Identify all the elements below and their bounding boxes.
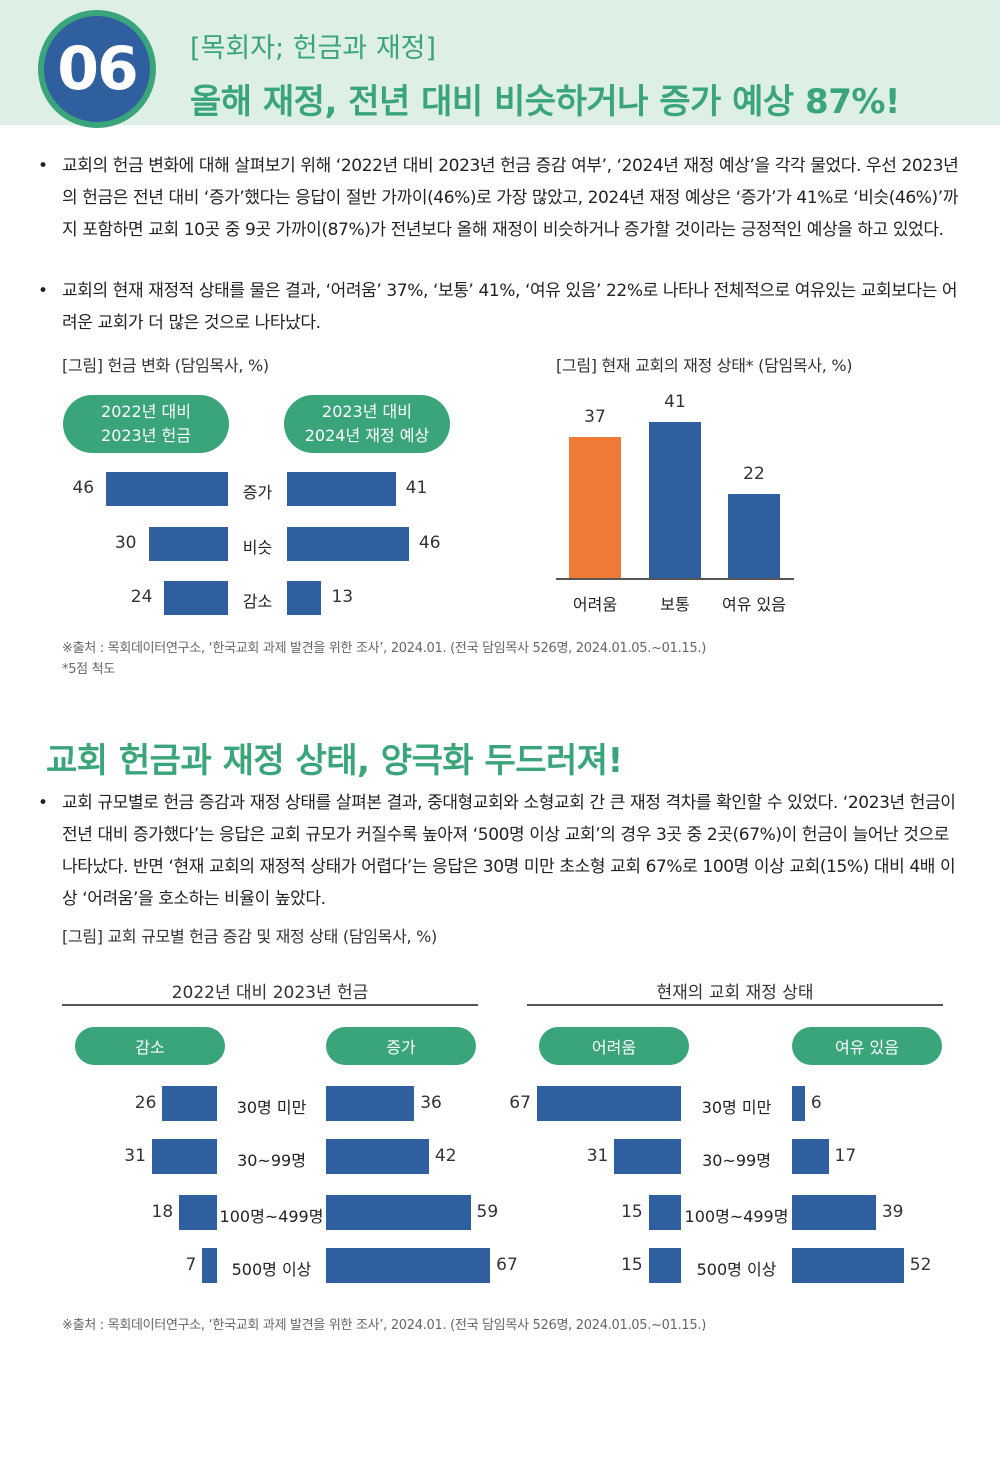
chart2-value: 22 (743, 464, 765, 485)
chart3-category-label: 30명 미만 (236, 1098, 307, 1117)
bullet-dot: • (38, 281, 49, 301)
paragraph-3: 교회 규모별로 헌금 증감과 재정 상태를 살펴본 결과, 중대형교회와 소형교… (62, 793, 956, 909)
chart1-legend-left-label: 2022년 대비 2023년 헌금 (101, 402, 191, 445)
scale-note: *5점 척도 (62, 662, 115, 677)
chart2-category-label: 여유 있음 (722, 595, 786, 614)
chart3-value-right: 59 (476, 1202, 499, 1222)
chart1-title: [그림] 헌금 변화 (담임목사, %) (62, 356, 269, 375)
chart3-legend-difficult: 어려움 (539, 1027, 689, 1065)
chart3-value-left: 26 (134, 1093, 157, 1113)
chart3-bar-left (202, 1248, 217, 1283)
chart3-category-label: 30~99명 (702, 1151, 771, 1170)
header-band (0, 0, 1000, 125)
chart1-value-right: 46 (418, 533, 441, 553)
legend-increase-label: 증가 (386, 1038, 416, 1057)
chart3-category-label: 500명 이상 (696, 1260, 777, 1279)
chart3-value-left: 15 (621, 1202, 643, 1222)
chart3-category-label: 30~99명 (237, 1151, 306, 1170)
chart1-value-left: 24 (130, 587, 153, 607)
chart3-value-right: 39 (881, 1202, 904, 1222)
chart3-value-right: 52 (909, 1255, 932, 1275)
chart3-value-left: 67 (509, 1093, 531, 1113)
chart1-bar-right (287, 527, 409, 561)
chart1-value-right: 13 (331, 587, 354, 607)
legend-surplus-label: 여유 있음 (835, 1038, 899, 1057)
paragraph-2: 교회의 현재 재정적 상태를 물은 결과, ‘어려움’ 37%, ‘보통’ 41… (62, 281, 958, 333)
chart3-legend-increase: 증가 (326, 1027, 476, 1065)
chart3-bar-right (326, 1139, 429, 1174)
chart3-title: [그림] 교회 규모별 헌금 증감 및 재정 상태 (담임목사, %) (62, 927, 437, 946)
chart2-value: 41 (664, 392, 686, 413)
chart3-bar-right (792, 1086, 805, 1121)
chart2-value: 37 (584, 407, 606, 428)
chart1-bar-left (106, 472, 228, 506)
chart2-category-label: 보통 (660, 595, 690, 614)
chart2-bar (728, 494, 780, 578)
chart2-bar (569, 437, 621, 578)
chart3-bar-right (792, 1139, 829, 1174)
legend-difficult-label: 어려움 (591, 1038, 637, 1057)
chart1-legend-left: 2022년 대비 2023년 헌금 (63, 395, 229, 453)
chart3-bar-right (792, 1195, 876, 1230)
section-number-badge (38, 10, 156, 128)
chart3-legend-decrease: 감소 (75, 1027, 225, 1065)
chart1-legend-right: 2023년 대비 2024년 재정 예상 (284, 395, 450, 453)
chart3-value-left: 18 (151, 1202, 174, 1222)
chart3-bar-right (792, 1248, 904, 1283)
chart3-bar-left (179, 1195, 217, 1230)
chart1-bar-left (164, 581, 228, 615)
chart1-bar-right (287, 581, 322, 615)
chart3-category-label: 500명 이상 (231, 1260, 312, 1279)
chart3-value-left: 31 (586, 1146, 609, 1166)
source-note-1: ※출처 : 목회데이터연구소, ‘한국교회 과제 발견을 위한 조사’, 202… (62, 641, 706, 656)
chart1-value-right: 41 (405, 478, 428, 498)
chart1-legend-right-label: 2023년 대비 2024년 재정 예상 (304, 402, 430, 445)
chart3-block2-rule (527, 1004, 943, 1006)
chart3-bar-left (151, 1139, 217, 1174)
chart3-block1-title: 2022년 대비 2023년 헌금 (171, 983, 369, 1003)
chart3-bar-left (614, 1139, 681, 1174)
chart3-block1-rule (62, 1004, 478, 1006)
source-note-2: ※출처 : 목회데이터연구소, ‘한국교회 과제 발견을 위한 조사’, 202… (62, 1318, 706, 1333)
chart3-bar-right (326, 1086, 415, 1121)
chart3-value-right: 17 (834, 1146, 857, 1166)
chart1-bar-left (148, 527, 228, 561)
chart3-bar-left (162, 1086, 217, 1121)
header-subtitle: [목회자; 헌금과 재정] (190, 33, 437, 64)
chart3-legend-surplus: 여유 있음 (792, 1027, 942, 1065)
chart1-category-label: 비슷 (242, 538, 273, 557)
bullet-dot: • (38, 793, 49, 813)
chart3-value-left: 7 (185, 1255, 197, 1275)
chart3-category-label: 100명~499명 (219, 1207, 324, 1226)
chart1-value-left: 46 (72, 478, 95, 498)
chart2-category-label: 어려움 (572, 595, 618, 614)
section-number: 06 (57, 34, 139, 104)
chart2-title: [그림] 현재 교회의 재정 상태* (담임목사, %) (556, 356, 853, 375)
chart1-category-label: 감소 (242, 592, 273, 611)
bullet-dot: • (38, 156, 49, 176)
chart3-category-label: 30명 미만 (701, 1098, 772, 1117)
legend-decrease-label: 감소 (135, 1038, 165, 1057)
paragraph-1: 교회의 헌금 변화에 대해 살펴보기 위해 ‘2022년 대비 2023년 헌금… (62, 156, 959, 240)
section2-title: 교회 헌금과 재정 상태, 양극화 두드러져! (46, 741, 623, 781)
chart3-value-left: 31 (124, 1146, 146, 1166)
chart3-bar-left (648, 1195, 681, 1230)
chart3-bar-right (326, 1195, 471, 1230)
chart3-bar-right (326, 1248, 491, 1283)
chart3-bar-left (536, 1086, 681, 1121)
chart3-value-right: 42 (434, 1146, 457, 1166)
chart1-category-label: 증가 (242, 483, 273, 502)
chart1-bar-right (287, 472, 396, 506)
chart3-value-left: 15 (621, 1255, 643, 1275)
header-title: 올해 재정, 전년 대비 비슷하거나 증가 예상 87%! (190, 82, 900, 122)
chart2-baseline (556, 578, 794, 580)
chart3-value-right: 6 (810, 1093, 822, 1113)
chart3-block2-title: 현재의 교회 재정 상태 (656, 983, 814, 1003)
chart1-value-left: 30 (114, 533, 137, 553)
chart3-value-right: 36 (420, 1093, 442, 1113)
chart3-value-right: 67 (496, 1255, 518, 1275)
chart2-bar (649, 422, 701, 578)
chart3-bar-left (648, 1248, 681, 1283)
chart3-category-label: 100명~499명 (684, 1207, 789, 1226)
